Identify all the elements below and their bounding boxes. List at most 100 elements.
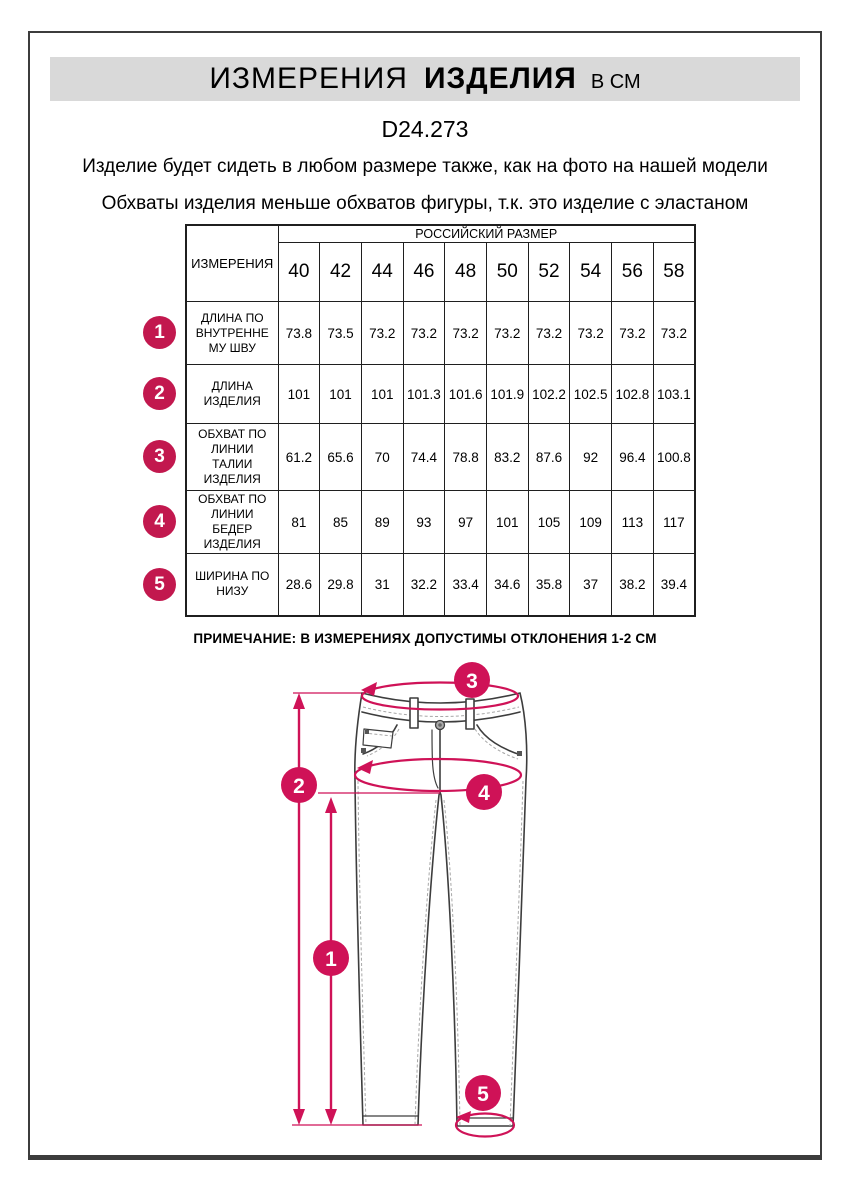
measurement-value: 29.8 bbox=[319, 553, 362, 616]
jeans-measurement-diagram: 2 1 3 4 5 bbox=[281, 662, 528, 1138]
measurement-value: 109 bbox=[569, 490, 612, 554]
measurement-value: 101.9 bbox=[485, 364, 529, 424]
front-pocket-right bbox=[476, 724, 522, 756]
measurement-value: 38.2 bbox=[611, 553, 654, 616]
measurement-label: ШИРИНА ПО НИЗУ bbox=[185, 553, 279, 616]
measurement-value: 89 bbox=[360, 490, 404, 554]
measurement-value: 101 bbox=[485, 490, 529, 554]
measurement-value: 28.6 bbox=[277, 553, 321, 616]
measurement-value: 73.2 bbox=[444, 301, 487, 365]
measurement-value: 70 bbox=[360, 423, 404, 491]
hem-ellipse-arrowhead bbox=[456, 1111, 471, 1123]
marker-4-circle bbox=[466, 774, 502, 810]
measurement-value: 96.4 bbox=[611, 423, 654, 491]
measurement-value: 113 bbox=[611, 490, 654, 554]
title-units: В СМ bbox=[590, 71, 641, 93]
measurement-label: ДЛИНА ПО ВНУТРЕННЕ МУ ШВУ bbox=[185, 301, 279, 365]
marker-1-label: 1 bbox=[325, 948, 337, 971]
inseam-stitch-right bbox=[443, 799, 461, 1127]
inseam-stitch-left bbox=[414, 799, 437, 1126]
table-header-row-group: ИЗМЕРЕНИЯ РОССИЙСКИЙ РАЗМЕР bbox=[185, 224, 696, 302]
measurement-value: 81 bbox=[277, 490, 321, 554]
size-group-header: РОССИЙСКИЙ РАЗМЕР bbox=[277, 224, 696, 243]
belt-loop-right bbox=[465, 698, 475, 730]
measurement-label: ОБХВАТ ПО ЛИНИИ ТАЛИИ ИЗДЕЛИЯ bbox=[185, 423, 279, 491]
size-header-cell: 54 bbox=[569, 242, 612, 302]
size-header-cell: 50 bbox=[485, 242, 529, 302]
length-arrows bbox=[293, 692, 365, 1125]
product-code: D24.273 bbox=[381, 116, 469, 142]
size-header-cell: 52 bbox=[527, 242, 571, 302]
waist-ellipse-arrowhead bbox=[361, 682, 377, 696]
marker-5-label: 5 bbox=[477, 1083, 489, 1106]
row-number-badge: 1 bbox=[143, 316, 176, 349]
waist-girth-ellipse bbox=[360, 681, 520, 711]
measurement-value: 33.4 bbox=[444, 553, 487, 616]
crotch-and-bottom-guides bbox=[292, 792, 440, 1126]
diagram-markers: 2 1 3 4 5 bbox=[281, 662, 502, 1111]
measurement-value: 78.8 bbox=[444, 423, 487, 491]
measurement-value: 73.8 bbox=[277, 301, 321, 365]
measurement-value: 85 bbox=[319, 490, 362, 554]
marker-3-circle bbox=[454, 662, 490, 698]
waist-button-center bbox=[438, 723, 442, 727]
waistband-stitch bbox=[362, 706, 520, 717]
table-row: ШИРИНА ПО НИЗУ 28.6 29.8 31 32.2 33.4 34.6 35.8… bbox=[185, 553, 696, 616]
tolerance-note: ПРИМЕЧАНИЕ: В ИЗМЕРЕНИЯХ ДОПУСТИМЫ ОТКЛО… bbox=[193, 631, 657, 646]
measurement-label: ДЛИНА ИЗДЕЛИЯ bbox=[185, 364, 279, 424]
measurement-value: 73.2 bbox=[652, 301, 696, 365]
size-header-cell: 44 bbox=[360, 242, 404, 302]
measurement-value: 61.2 bbox=[277, 423, 321, 491]
marker-1-circle bbox=[313, 940, 349, 976]
marker-3-label: 3 bbox=[466, 670, 478, 693]
page-border-frame bbox=[28, 31, 822, 1160]
table-row: ДЛИНА ПО ВНУТРЕННЕ МУ ШВУ 73.8 73.5 73.2 73.… bbox=[185, 301, 696, 365]
size-header-cell: 48 bbox=[444, 242, 487, 302]
measurement-value: 101.6 bbox=[444, 364, 487, 424]
measurement-value: 101 bbox=[277, 364, 321, 424]
size-header-cell: 58 bbox=[652, 242, 696, 302]
measurement-value: 101.3 bbox=[402, 364, 446, 424]
measurement-value: 103.1 bbox=[652, 364, 696, 424]
measurement-value: 100.8 bbox=[652, 423, 696, 491]
size-header-cell: 40 bbox=[277, 242, 321, 302]
outseam-stitch-right bbox=[509, 780, 524, 1127]
row-number-badge: 5 bbox=[143, 567, 176, 601]
table-row: ОБХВАТ ПО ЛИНИИ БЕДЕР ИЗДЕЛИЯ 81 85 89 93 97 1… bbox=[185, 490, 696, 554]
measurement-value: 73.2 bbox=[360, 301, 404, 365]
measurement-value: 92 bbox=[569, 423, 612, 491]
measurement-value: 83.2 bbox=[485, 423, 529, 491]
title-band: ИЗМЕРЕНИЯ ИЗДЕЛИЯ В СМ bbox=[50, 57, 800, 101]
row-number-badge: 3 bbox=[143, 440, 176, 473]
hem-girth-ellipse bbox=[454, 1112, 516, 1138]
measurement-value: 34.6 bbox=[485, 553, 529, 616]
measurement-value: 39.4 bbox=[652, 553, 696, 616]
table-row: ОБХВАТ ПО ЛИНИИ ТАЛИИ ИЗДЕЛИЯ 61.2 65.6 70 7… bbox=[185, 423, 696, 491]
measurement-label: ОБХВАТ ПО ЛИНИИ БЕДЕР ИЗДЕЛИЯ bbox=[185, 490, 279, 554]
row-number-badge: 2 bbox=[143, 377, 176, 410]
table-row: ДЛИНА ИЗДЕЛИЯ 101 101 101 101.3 101.6 101.9 102… bbox=[185, 364, 696, 424]
size-header-cell: 46 bbox=[402, 242, 446, 302]
size-table-zone: ИЗМЕРЕНИЯ РОССИЙСКИЙ РАЗМЕР 40 42 44 46 48 50 52… bbox=[143, 224, 723, 617]
marker-4-label: 4 bbox=[478, 782, 490, 805]
row-number-badge: 4 bbox=[143, 505, 176, 538]
size-header-cell: 56 bbox=[611, 242, 654, 302]
fly-j-stitch bbox=[431, 729, 439, 789]
front-pocket-right-stitch bbox=[474, 728, 519, 760]
marker-5-circle bbox=[465, 1075, 501, 1111]
measurement-value: 101 bbox=[360, 364, 404, 424]
measurement-value: 117 bbox=[652, 490, 696, 554]
measurement-value: 101 bbox=[319, 364, 362, 424]
measurement-value: 73.2 bbox=[527, 301, 571, 365]
measurement-value: 31 bbox=[360, 553, 404, 616]
title-word-measurements: ИЗМЕРЕНИЯ bbox=[209, 62, 408, 95]
table-header-row-sizes: 40 42 44 46 48 50 52 54 56 58 bbox=[186, 242, 696, 302]
girth-ellipses bbox=[353, 681, 523, 1138]
measurement-value: 74.4 bbox=[402, 423, 446, 491]
measurement-value: 87.6 bbox=[527, 423, 571, 491]
description-line-2: Обхваты изделия меньше обхватов фигуры, … bbox=[101, 193, 749, 214]
size-table: ИЗМЕРЕНИЯ РОССИЙСКИЙ РАЗМЕР 40 42 44 46 48 50 52… bbox=[185, 224, 696, 617]
measurement-value: 73.2 bbox=[485, 301, 529, 365]
belt-loop-left bbox=[409, 697, 419, 729]
